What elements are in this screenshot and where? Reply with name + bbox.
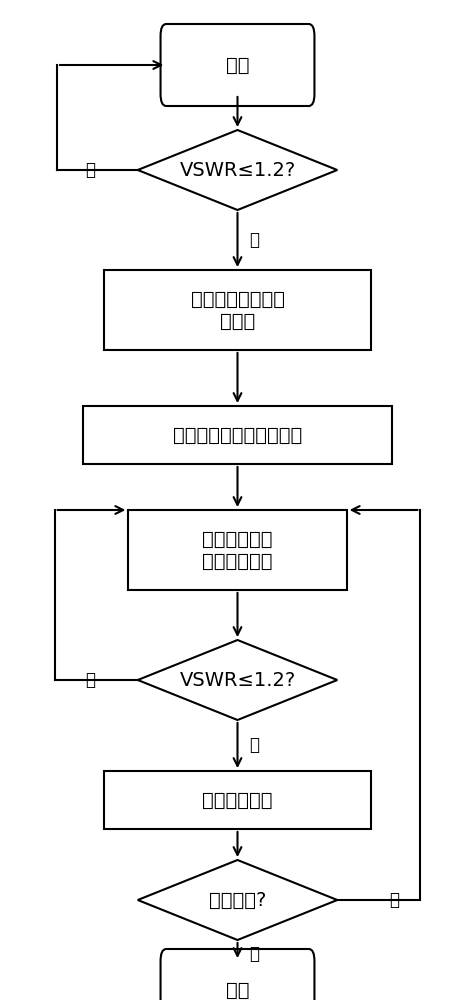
Polygon shape — [138, 130, 337, 210]
Text: 否: 否 — [85, 671, 95, 689]
Text: 计算模拟匹配
时的反射系数: 计算模拟匹配 时的反射系数 — [202, 530, 273, 570]
Text: 是: 是 — [249, 736, 259, 754]
Polygon shape — [138, 860, 337, 940]
Bar — [104, 270, 370, 350]
Text: 否: 否 — [249, 231, 259, 249]
Text: 是: 是 — [85, 161, 95, 179]
Text: 是: 是 — [249, 945, 259, 963]
Text: 开始: 开始 — [226, 55, 249, 75]
Text: 调整销钉位置: 调整销钉位置 — [202, 790, 273, 810]
Bar — [83, 406, 392, 464]
Text: 检测反射系数和销
钉深度: 检测反射系数和销 钉深度 — [190, 290, 285, 330]
FancyBboxPatch shape — [161, 24, 314, 106]
Text: 结束: 结束 — [226, 980, 249, 1000]
Polygon shape — [138, 640, 337, 720]
Text: 否: 否 — [390, 891, 399, 909]
FancyBboxPatch shape — [161, 949, 314, 1000]
Text: 计算等效电容和负载阻抗: 计算等效电容和负载阻抗 — [173, 426, 302, 444]
Bar — [104, 771, 370, 829]
Text: VSWR≤1.2?: VSWR≤1.2? — [180, 670, 295, 690]
Text: VSWR≤1.2?: VSWR≤1.2? — [180, 160, 295, 180]
Bar — [128, 510, 347, 590]
Text: 匹配结束?: 匹配结束? — [209, 890, 266, 910]
